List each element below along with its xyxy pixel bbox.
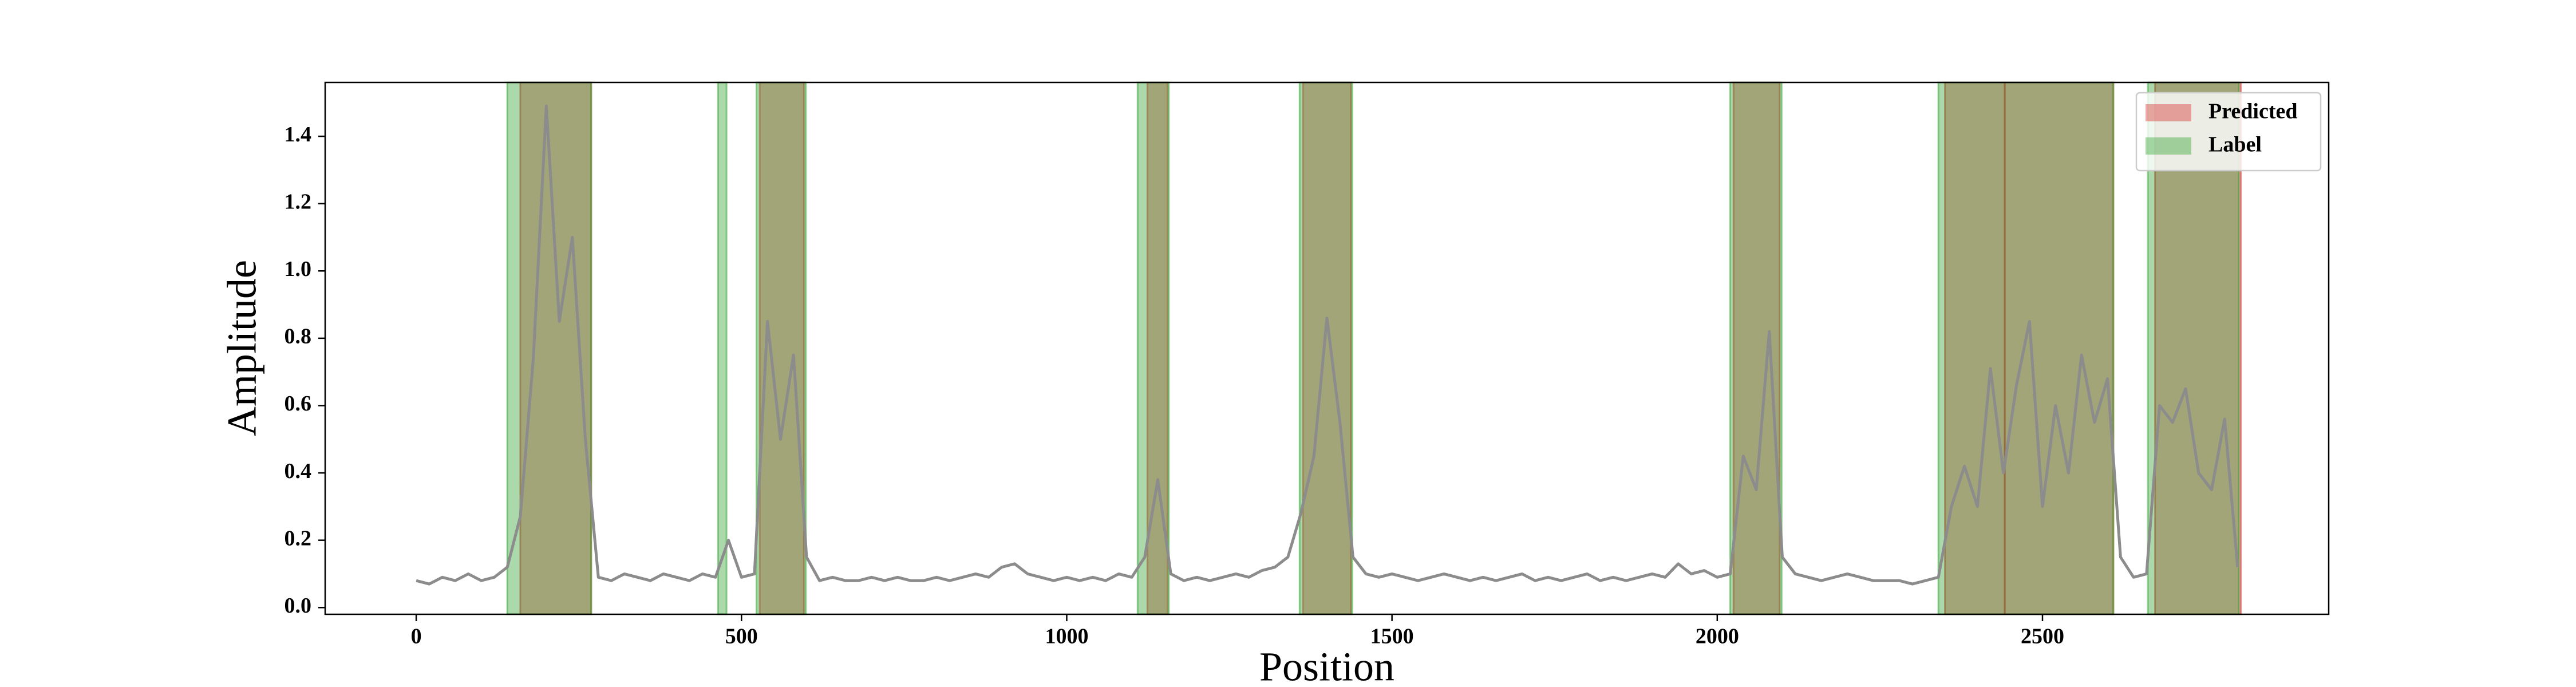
legend-label: Label xyxy=(2208,133,2262,157)
x-tick-label: 500 xyxy=(725,625,758,649)
x-axis-label: Position xyxy=(1259,644,1394,687)
x-tick-label: 1000 xyxy=(1045,625,1088,649)
y-tick-label: 1.4 xyxy=(285,123,312,147)
axes-frame xyxy=(324,81,2330,615)
y-tick-label: 1.0 xyxy=(285,257,312,281)
x-tick-label: 0 xyxy=(411,625,422,649)
y-tick-label: 0.4 xyxy=(285,459,312,483)
legend-label: Predicted xyxy=(2208,100,2297,124)
legend-box xyxy=(2135,92,2322,172)
y-tick-label: 0.2 xyxy=(285,526,312,550)
span xyxy=(755,81,807,615)
span xyxy=(1302,81,1352,615)
span xyxy=(1729,81,1783,615)
y-tick-label: 0.0 xyxy=(285,594,312,618)
x-tick-label: 1500 xyxy=(1370,625,1414,649)
legend-swatch xyxy=(2146,137,2191,155)
x-tick-label: 2000 xyxy=(1696,625,1739,649)
legend-swatch xyxy=(2146,104,2191,121)
y-axis-label: Amplitude xyxy=(219,260,265,436)
y-tick-label: 0.6 xyxy=(285,392,312,416)
y-tick-label: 0.8 xyxy=(285,325,312,349)
span xyxy=(1298,81,1353,615)
y-tick-label: 1.2 xyxy=(285,189,312,214)
span xyxy=(1944,81,2006,615)
span xyxy=(717,81,728,615)
span xyxy=(1937,81,2115,615)
x-tick-label: 2500 xyxy=(2021,625,2064,649)
signal-line xyxy=(416,104,2239,586)
